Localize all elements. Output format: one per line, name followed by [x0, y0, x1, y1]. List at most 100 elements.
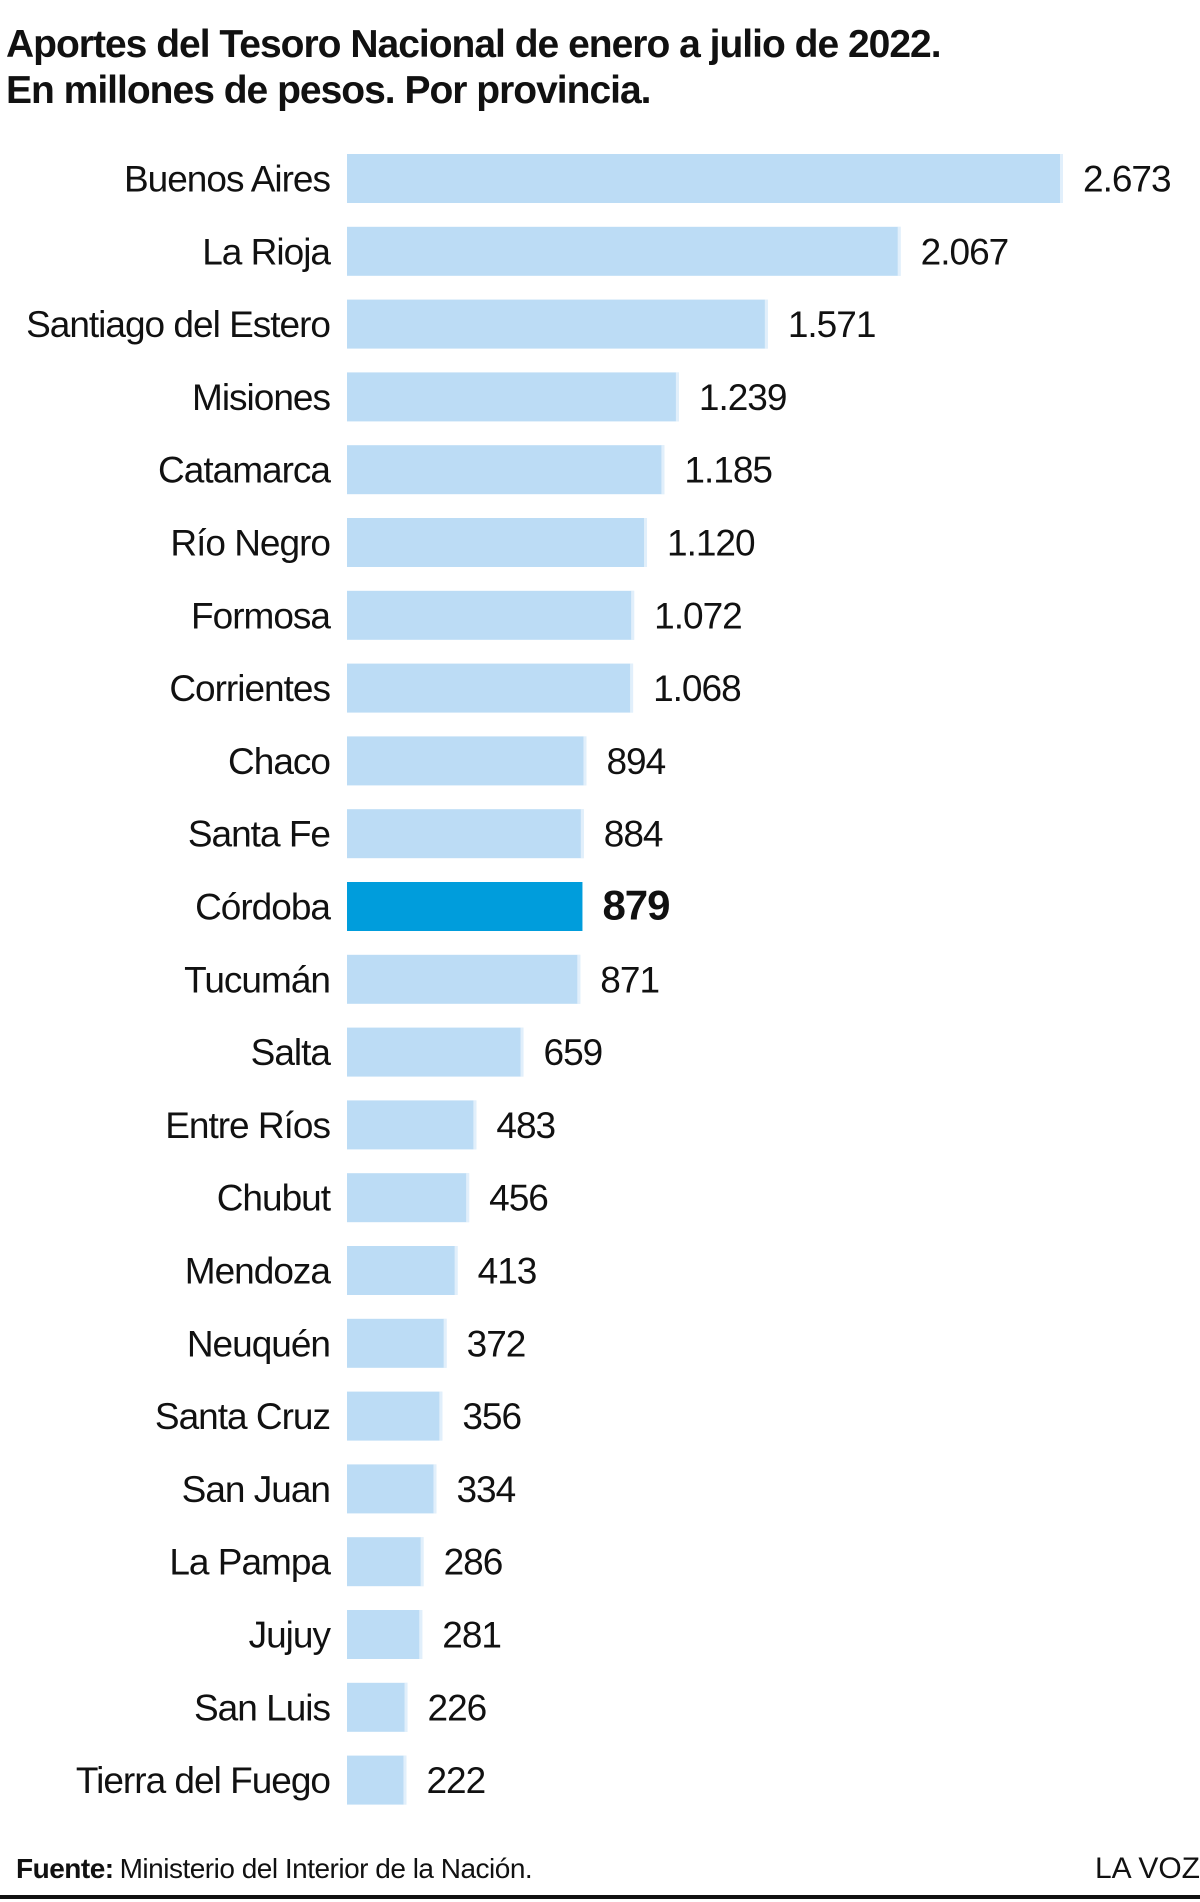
bar-salta — [347, 1027, 524, 1077]
source-note: Fuente: Ministerio del Interior de la Nac… — [16, 1851, 533, 1887]
bar-edge — [520, 1027, 524, 1077]
value-label: 356 — [462, 1396, 521, 1437]
category-label: Salta — [251, 1032, 332, 1073]
bar-edge — [473, 1100, 477, 1150]
bar-la-rioja — [347, 226, 901, 276]
value-label: 894 — [606, 741, 665, 782]
value-label: 2.673 — [1083, 159, 1171, 200]
value-label: 456 — [489, 1178, 548, 1219]
category-label: Neuquén — [187, 1323, 330, 1364]
bar-chaco — [347, 736, 587, 786]
bar-la-pampa — [347, 1537, 424, 1587]
value-label: 1.120 — [667, 523, 755, 564]
category-label: Chubut — [217, 1178, 332, 1219]
category-label: Entre Ríos — [165, 1105, 330, 1146]
value-label: 879 — [602, 882, 669, 929]
bar-neuquén — [347, 1318, 447, 1368]
bar-edge — [897, 226, 901, 276]
value-label: 372 — [467, 1323, 526, 1364]
bar-edge — [630, 663, 634, 713]
chart-subtitle: En millones de pesos. Por provincia. — [6, 69, 652, 112]
bar-corrientes — [347, 663, 634, 713]
brand-logo-text: LA VOZ — [1094, 1852, 1200, 1885]
value-label: 1.072 — [654, 595, 742, 636]
category-label: Corrientes — [169, 668, 330, 709]
chart-title: Aportes del Tesoro Nacional de enero a j… — [6, 23, 942, 66]
value-label: 871 — [600, 959, 659, 1000]
source-text: Ministerio del Interior de la Nación. — [119, 1853, 533, 1884]
category-label: San Luis — [194, 1687, 330, 1728]
category-label: Santiago del Estero — [26, 304, 330, 345]
bar-edge — [466, 1173, 470, 1223]
category-label: Jujuy — [249, 1615, 332, 1656]
category-label: Santa Cruz — [155, 1396, 330, 1437]
bar-mendoza — [347, 1246, 458, 1295]
bar-santiago-del-estero — [347, 299, 768, 349]
footer-divider — [0, 1895, 1200, 1899]
bar-buenos-aires — [347, 154, 1063, 203]
category-label: Tierra del Fuego — [76, 1760, 331, 1801]
value-label: 1.571 — [788, 304, 876, 345]
category-label: Formosa — [191, 595, 331, 636]
bar-santa-fe — [347, 809, 584, 859]
bar-misiones — [347, 372, 679, 422]
bar-catamarca — [347, 445, 665, 495]
bar-entre-ríos — [347, 1100, 477, 1150]
bar-formosa — [347, 590, 635, 640]
bar-san-juan — [347, 1464, 437, 1514]
value-label: 1.239 — [699, 377, 787, 418]
bar-edge — [764, 299, 768, 349]
bar-edge — [675, 372, 679, 422]
bar-chart: Buenos Aires 2.673 La Rioja 2.067 Santiago d… — [26, 154, 1172, 1805]
value-label: 884 — [604, 814, 663, 855]
category-label: Córdoba — [195, 887, 331, 928]
bar-edge — [443, 1318, 447, 1368]
category-label: Santa Fe — [188, 814, 330, 855]
value-label: 286 — [444, 1542, 503, 1583]
bar-santa-cruz — [347, 1391, 443, 1441]
bar-edge — [1060, 154, 1063, 203]
value-label: 483 — [496, 1105, 555, 1146]
category-label: La Pampa — [169, 1542, 331, 1583]
bar-córdoba — [347, 882, 583, 931]
category-label: San Juan — [182, 1469, 330, 1510]
bar-edge — [403, 1755, 407, 1805]
category-label: Tucumán — [184, 959, 330, 1000]
category-label: Misiones — [192, 377, 330, 418]
value-label: 226 — [428, 1687, 487, 1728]
bar-san-luis — [347, 1682, 408, 1732]
bar-edge — [577, 954, 581, 1004]
bar-edge — [661, 445, 665, 495]
value-label: 281 — [442, 1615, 501, 1656]
value-label: 659 — [544, 1032, 603, 1073]
bar-edge — [580, 809, 584, 859]
value-label: 1.068 — [653, 668, 741, 709]
bar-edge — [454, 1246, 458, 1295]
value-label: 413 — [478, 1251, 537, 1292]
category-label: Catamarca — [158, 450, 331, 491]
bar-edge — [419, 1610, 423, 1659]
source-label: Fuente: — [16, 1853, 114, 1884]
value-label: 2.067 — [921, 231, 1009, 272]
bar-tucumán — [347, 954, 581, 1004]
value-label: 222 — [426, 1760, 485, 1801]
bar-edge — [404, 1682, 408, 1732]
value-label: 334 — [456, 1469, 515, 1510]
bar-edge — [583, 736, 587, 786]
category-label: La Rioja — [202, 231, 331, 272]
bar-tierra-del-fuego — [347, 1755, 407, 1805]
chart-title-block: Aportes del Tesoro Nacional de enero a j… — [6, 22, 942, 114]
category-label: Chaco — [228, 741, 330, 782]
bar-río-negro — [347, 518, 648, 567]
bar-chubut — [347, 1173, 470, 1223]
bar-edge — [420, 1537, 424, 1587]
category-label: Buenos Aires — [124, 159, 331, 200]
bar-edge — [631, 590, 635, 640]
value-label: 1.185 — [684, 450, 772, 491]
bar-edge — [644, 518, 648, 567]
category-label: Mendoza — [185, 1251, 332, 1292]
bar-jujuy — [347, 1610, 423, 1659]
bar-edge — [433, 1464, 437, 1514]
category-label: Río Negro — [170, 523, 330, 564]
bar-edge — [439, 1391, 443, 1441]
